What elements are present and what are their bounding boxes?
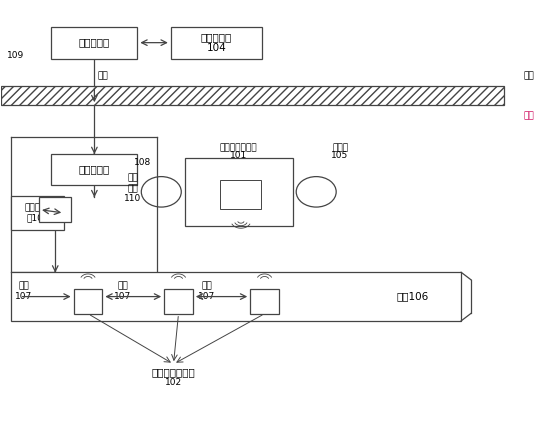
Text: 108: 108 <box>134 158 152 167</box>
Text: 102: 102 <box>165 378 182 387</box>
Bar <box>250 289 279 314</box>
Text: 网络: 网络 <box>97 71 108 80</box>
Text: 顺槽
网络
110: 顺槽 网络 110 <box>124 173 142 203</box>
Text: 煤机无线控制器: 煤机无线控制器 <box>220 143 258 152</box>
Text: 101: 101 <box>230 150 247 159</box>
Text: 支架无线收发器: 支架无线收发器 <box>152 367 195 377</box>
Text: 非下: 非下 <box>523 111 534 120</box>
Bar <box>11 196 64 230</box>
Text: 总线
107: 总线 107 <box>198 282 215 301</box>
Bar <box>51 27 137 58</box>
Text: 采煤机: 采煤机 <box>332 143 348 152</box>
Bar <box>39 197 71 222</box>
Bar <box>220 180 262 209</box>
Text: 井上交换机: 井上交换机 <box>79 37 110 48</box>
Bar <box>164 289 193 314</box>
Text: 井上计算机
104: 井上计算机 104 <box>201 32 232 53</box>
Text: 105: 105 <box>331 150 349 159</box>
Bar <box>51 154 137 185</box>
Text: 地面: 地面 <box>523 71 534 80</box>
Bar <box>1 86 504 105</box>
Text: 井下交换机: 井下交换机 <box>79 164 110 175</box>
Bar <box>74 289 103 314</box>
Bar <box>171 27 262 58</box>
Bar <box>11 272 461 321</box>
Text: 井下控制主
机103: 井下控制主 机103 <box>25 203 51 223</box>
Bar <box>185 158 293 226</box>
Text: 支架106: 支架106 <box>396 291 429 302</box>
Text: 109: 109 <box>7 51 24 60</box>
Text: 总线
107: 总线 107 <box>15 282 32 301</box>
Text: 总线
107: 总线 107 <box>114 282 131 301</box>
